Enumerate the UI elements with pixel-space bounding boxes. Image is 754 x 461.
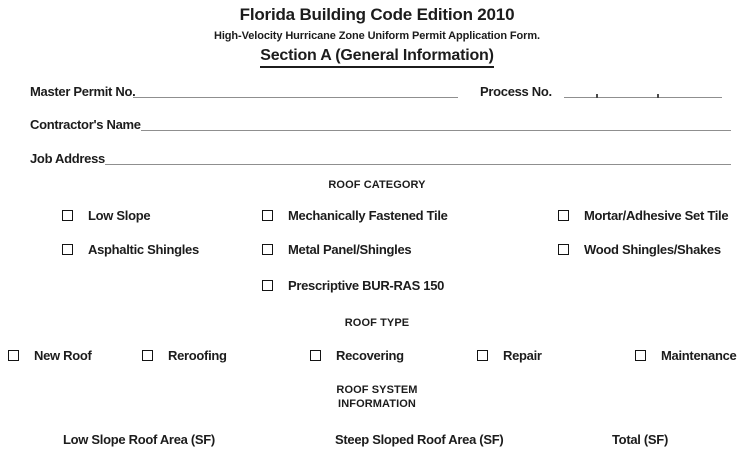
checkbox-repair[interactable] <box>477 350 488 361</box>
steep-sloped-roof-area-label: Steep Sloped Roof Area (SF) <box>335 432 504 447</box>
total-sf-label: Total (SF) <box>612 432 668 447</box>
roof-type-option-recovering: Recovering <box>310 348 404 363</box>
comma-tick <box>657 94 659 98</box>
section-a-heading: Section A (General Information) <box>260 47 494 68</box>
option-label: Metal Panel/Shingles <box>288 242 412 257</box>
section-heading-wrap: Section A (General Information) <box>0 47 754 68</box>
contractor-name-label: Contractor's Name <box>30 117 141 132</box>
roof-type-option-maintenance: Maintenance <box>635 348 737 363</box>
roof-system-heading-line1: ROOF SYSTEM <box>336 384 418 396</box>
checkbox-recovering[interactable] <box>310 350 321 361</box>
checkbox-reroofing[interactable] <box>142 350 153 361</box>
roof-system-heading-line2: INFORMATION <box>338 398 416 410</box>
roof-category-option-mechanically-fastened-tile: Mechanically Fastened Tile <box>262 208 448 223</box>
contractor-name-input-line[interactable] <box>141 130 731 131</box>
checkbox-asphaltic-shingles[interactable] <box>62 244 73 255</box>
master-permit-label: Master Permit No. <box>30 84 136 99</box>
checkbox-mortar-adhesive-set-tile[interactable] <box>558 210 569 221</box>
option-label: Low Slope <box>88 208 151 223</box>
checkbox-mechanically-fastened-tile[interactable] <box>262 210 273 221</box>
option-label: New Roof <box>34 348 92 363</box>
job-address-input-line[interactable] <box>105 164 731 165</box>
process-no-input-line[interactable] <box>564 94 722 98</box>
roof-category-option-low-slope: Low Slope <box>62 208 151 223</box>
checkbox-metal-panel-shingles[interactable] <box>262 244 273 255</box>
option-label: Recovering <box>336 348 404 363</box>
option-label: Maintenance <box>661 348 737 363</box>
roof-type-option-new-roof: New Roof <box>8 348 92 363</box>
option-label: Prescriptive BUR-RAS 150 <box>288 278 445 293</box>
roof-type-heading: ROOF TYPE <box>344 317 410 329</box>
option-label: Wood Shingles/Shakes <box>584 242 721 257</box>
roof-type-option-repair: Repair <box>477 348 542 363</box>
comma-tick <box>596 94 598 98</box>
option-label: Mortar/Adhesive Set Tile <box>584 208 729 223</box>
master-permit-input-line[interactable] <box>133 97 458 98</box>
option-label: Reroofing <box>168 348 227 363</box>
roof-category-option-asphaltic-shingles: Asphaltic Shingles <box>62 242 199 257</box>
job-address-label: Job Address <box>30 151 105 166</box>
roof-system-heading: ROOF SYSTEM INFORMATION <box>0 383 754 411</box>
low-slope-roof-area-label: Low Slope Roof Area (SF) <box>63 432 215 447</box>
checkbox-prescriptive-bur-ras-150[interactable] <box>262 280 273 291</box>
roof-category-heading: ROOF CATEGORY <box>328 179 426 191</box>
roof-type-option-reroofing: Reroofing <box>142 348 227 363</box>
option-label: Mechanically Fastened Tile <box>288 208 448 223</box>
checkbox-low-slope[interactable] <box>62 210 73 221</box>
checkbox-wood-shingles-shakes[interactable] <box>558 244 569 255</box>
checkbox-new-roof[interactable] <box>8 350 19 361</box>
checkbox-maintenance[interactable] <box>635 350 646 361</box>
roof-category-option-mortar-adhesive-set-tile: Mortar/Adhesive Set Tile <box>558 208 729 223</box>
option-label: Asphaltic Shingles <box>88 242 199 257</box>
option-label: Repair <box>503 348 542 363</box>
form-subtitle: High-Velocity Hurricane Zone Uniform Per… <box>214 30 540 42</box>
process-no-label: Process No. <box>480 84 552 99</box>
roof-category-option-metal-panel-shingles: Metal Panel/Shingles <box>262 242 412 257</box>
form-title: Florida Building Code Edition 2010 <box>239 5 515 24</box>
roof-category-option-prescriptive-bur-ras-150: Prescriptive BUR-RAS 150 <box>262 278 444 293</box>
roof-category-option-wood-shingles-shakes: Wood Shingles/Shakes <box>558 242 721 257</box>
